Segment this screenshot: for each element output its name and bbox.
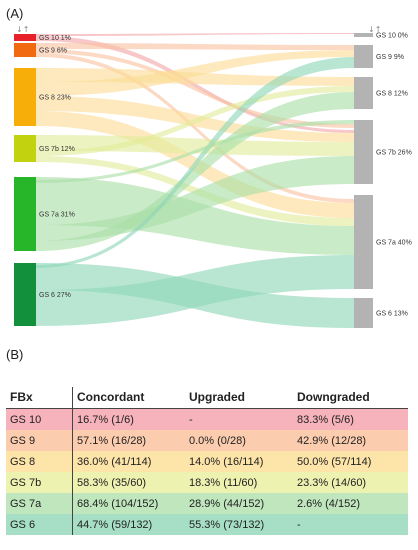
sankey-flow [36, 33, 354, 36]
header-downgraded: Downgraded [297, 390, 370, 404]
table-row: GS 7b 58.3% (35/60) 18.3% (11/60) 23.3% (14… [6, 472, 408, 493]
left-node [14, 43, 36, 57]
left-node [14, 34, 36, 41]
panel-b-label: (B) [6, 347, 24, 362]
svg-text:↓↑: ↓↑ [368, 25, 381, 34]
row-grade: GS 7b [6, 472, 73, 493]
row-grade: GS 8 [6, 451, 73, 472]
panel-a-label: (A) [6, 6, 24, 21]
row-upgraded: 18.3% (11/60) [189, 476, 258, 489]
table-header-row: FBx Concordant Upgraded Downgraded [6, 387, 408, 409]
left-node-label: GS 6 27% [39, 292, 71, 299]
right-node [354, 77, 373, 109]
row-upgraded: - [189, 413, 193, 426]
left-node-label: GS 10 1% [39, 35, 71, 42]
header-concordant: Concordant [77, 390, 145, 404]
left-node-label: GS 7a 31% [39, 212, 75, 219]
left-node [14, 263, 36, 326]
row-concordant: 58.3% (35/60) [77, 476, 147, 489]
sankey-flow [36, 177, 354, 255]
sankey-flow [36, 53, 354, 203]
sankey-flow [36, 57, 354, 268]
right-node-label: GS 7a 40% [376, 240, 412, 247]
row-concordant: 57.1% (16/28) [77, 434, 147, 447]
left-node [14, 177, 36, 251]
row-upgraded: 28.9% (44/152) [189, 497, 265, 510]
table-row: GS 6 44.7% (59/132) 55.3% (73/132) - [6, 514, 408, 535]
sankey-flow [36, 255, 354, 326]
right-node [354, 298, 373, 328]
sankey-flow [36, 92, 354, 251]
right-node [354, 45, 373, 68]
sankey-flow [36, 36, 354, 133]
sankey-flow [36, 156, 354, 241]
right-node-label: GS 7b 26% [376, 150, 412, 157]
row-grade: GS 10 [6, 408, 73, 430]
left-node-label: GS 7b 12% [39, 146, 75, 153]
row-downgraded: 23.3% (14/60) [297, 476, 367, 489]
row-upgraded: 14.0% (16/114) [189, 455, 264, 468]
header-fbx: FBx [6, 387, 73, 409]
row-concordant: 44.7% (59/132) [77, 518, 153, 531]
svg-text:↓↑: ↓↑ [16, 25, 29, 34]
table-row: GS 9 57.1% (16/28) 0.0% (0/28) 42.9% (12/28… [6, 430, 408, 451]
row-concordant: 16.7% (1/6) [77, 413, 134, 426]
table-row: GS 7a 68.4% (104/152) 28.9% (44/152) 2.6% (… [6, 493, 408, 514]
row-downgraded: - [297, 518, 301, 531]
right-node [354, 195, 373, 289]
sankey-flow [36, 50, 354, 96]
right-node-label: GS 6 13% [376, 311, 408, 318]
header-upgraded: Upgraded [189, 390, 246, 404]
row-grade: GS 7a [6, 493, 73, 514]
row-downgraded: 2.6% (4/152) [297, 497, 360, 510]
right-node [354, 33, 373, 37]
row-downgraded: 50.0% (57/114) [297, 455, 372, 468]
row-upgraded: 0.0% (0/28) [189, 434, 246, 447]
table-row: GS 10 16.7% (1/6) - 83.3% (5/6) [6, 408, 408, 430]
right-node [354, 120, 373, 184]
sankey-diagram: GS 10 1% GS 9 6% GS 8 23% GS 7b 12% GS 7a 31… [14, 25, 412, 328]
right-node-label: GS 9 9% [376, 54, 404, 61]
sankey-nodes [14, 33, 373, 328]
row-upgraded: 55.3% (73/132) [189, 518, 265, 531]
sankey-labels: GS 10 1% GS 9 6% GS 8 23% GS 7b 12% GS 7a 31… [39, 33, 412, 318]
row-downgraded: 42.9% (12/28) [297, 434, 367, 447]
row-concordant: 36.0% (41/114) [77, 455, 152, 468]
row-downgraded: 83.3% (5/6) [297, 413, 354, 426]
sankey-flow [36, 86, 354, 156]
left-node [14, 68, 36, 126]
row-concordant: 68.4% (104/152) [77, 497, 159, 510]
sort-arrows-icon: ↓↑ ↓↑ [16, 25, 381, 34]
row-grade: GS 6 [6, 514, 73, 535]
sankey-flow [36, 49, 354, 128]
sankey-flow [36, 120, 354, 183]
left-node [14, 135, 36, 162]
table-row: GS 8 36.0% (41/114) 14.0% (16/114) 50.0% (5… [6, 451, 408, 472]
sankey-flow [36, 135, 354, 156]
right-node-label: GS 8 12% [376, 91, 408, 98]
sankey-flows [36, 33, 354, 328]
left-node-label: GS 8 23% [39, 95, 71, 102]
left-node-label: GS 9 6% [39, 48, 67, 55]
row-grade: GS 9 [6, 430, 73, 451]
right-node-label: GS 10 0% [376, 33, 408, 40]
sankey-flow [36, 43, 354, 50]
grade-concordance-table: FBx Concordant Upgraded Downgraded GS 10… [6, 387, 408, 535]
